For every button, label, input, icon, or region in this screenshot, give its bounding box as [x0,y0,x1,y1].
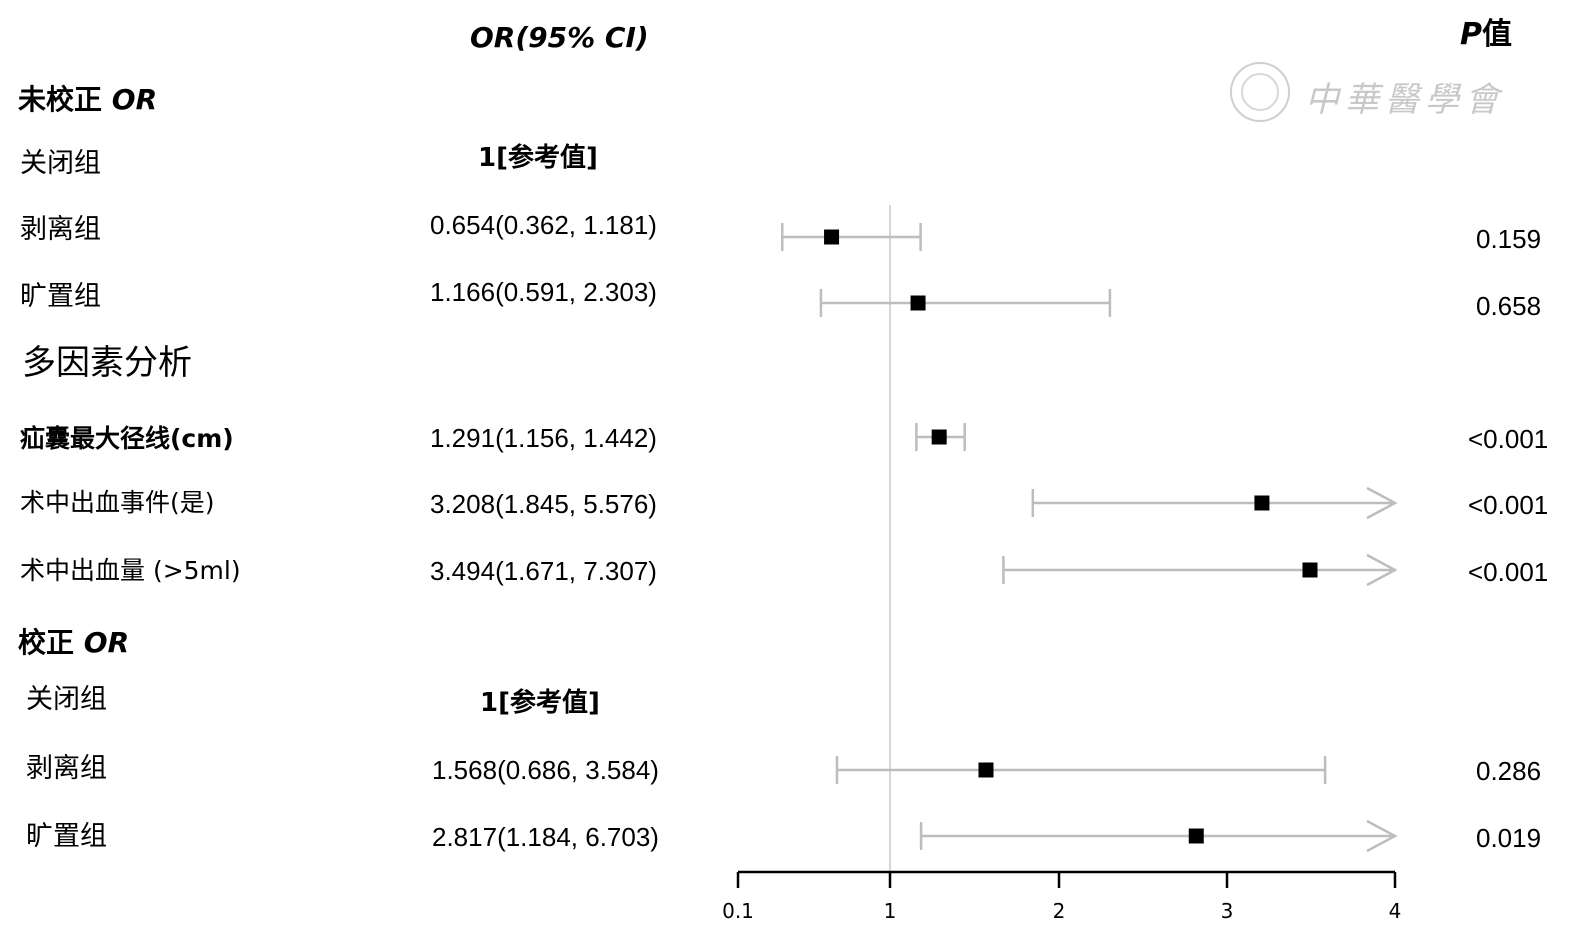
ci-value: 1[参考值] [480,688,600,718]
x-tick-label: 2 [1053,899,1066,923]
ci-truncation-arrow [1366,553,1398,587]
x-tick-label: 3 [1221,899,1234,923]
p-value: 0.019 [1476,823,1542,853]
section-header-adjusted-or: OR [83,626,130,659]
section-header-unadjusted-pre: 未校正 [18,83,103,116]
ci-truncation-arrow [1366,819,1398,853]
point-estimate [1254,495,1270,511]
p-value: 0.159 [1476,224,1542,254]
p-value: <0.001 [1468,490,1549,520]
point-estimate [1188,828,1204,844]
ci-value: 3.494(1.671, 7.307) [430,556,657,586]
row-label: 术中出血事件(是) [20,488,215,517]
section-header-multivariate: 多因素分析 [22,343,192,383]
ci-value: 2.817(1.184, 6.703) [432,822,659,852]
x-tick-label: 1 [884,899,897,923]
ci-value: 1.166(0.591, 2.303) [430,277,657,307]
p-column-header: P值 [1460,20,1512,50]
p-value: <0.001 [1468,557,1549,587]
row-label: 关闭组 [26,684,107,715]
point-estimate [1302,562,1318,578]
point-estimate [978,762,994,778]
row-label: 旷置组 [26,821,107,852]
ci-value: 0.654(0.362, 1.181) [430,210,657,240]
section-header-unadjusted: 未校正 OR [18,86,157,114]
ci-truncation-arrow [1366,486,1398,520]
ci-value: 3.208(1.845, 5.576) [430,489,657,519]
row-label: 术中出血量 (>5ml) [20,556,241,585]
section-header-adjusted: 校正 OR [18,629,129,657]
row-label: 疝囊最大径线(cm) [20,424,234,453]
row-label: 剥离组 [20,214,101,245]
ci-value: 1.568(0.686, 3.584) [432,755,659,785]
row-label: 旷置组 [20,281,101,312]
point-estimate-layer [824,229,1318,844]
row-label: 剥离组 [26,753,107,784]
point-estimate [824,229,840,245]
p-value: <0.001 [1468,424,1549,454]
p-value: 0.286 [1476,756,1542,786]
p-value: 0.658 [1476,291,1542,321]
confidence-interval-layer [780,223,1398,853]
row-label: 关闭组 [20,148,101,179]
watermark-text: 中華醫學會 [1305,80,1505,120]
ci-value: 1[参考值] [478,143,598,173]
section-header-unadjusted-or: OR [111,83,158,116]
point-estimate [931,429,947,445]
ci-value: 1.291(1.156, 1.442) [430,423,657,453]
x-axis: 0.1 1 2 3 4 [722,870,1402,923]
x-tick-label: 0.1 [722,899,754,923]
ci-column-header: OR(95% CI) [470,21,649,54]
point-estimate [910,295,926,311]
p-header-suffix: 值 [1482,17,1512,52]
x-tick-label: 4 [1389,899,1402,923]
p-header-letter: P [1460,17,1482,52]
watermark-seal-icon [1230,62,1290,122]
section-header-adjusted-pre: 校正 [18,626,75,659]
